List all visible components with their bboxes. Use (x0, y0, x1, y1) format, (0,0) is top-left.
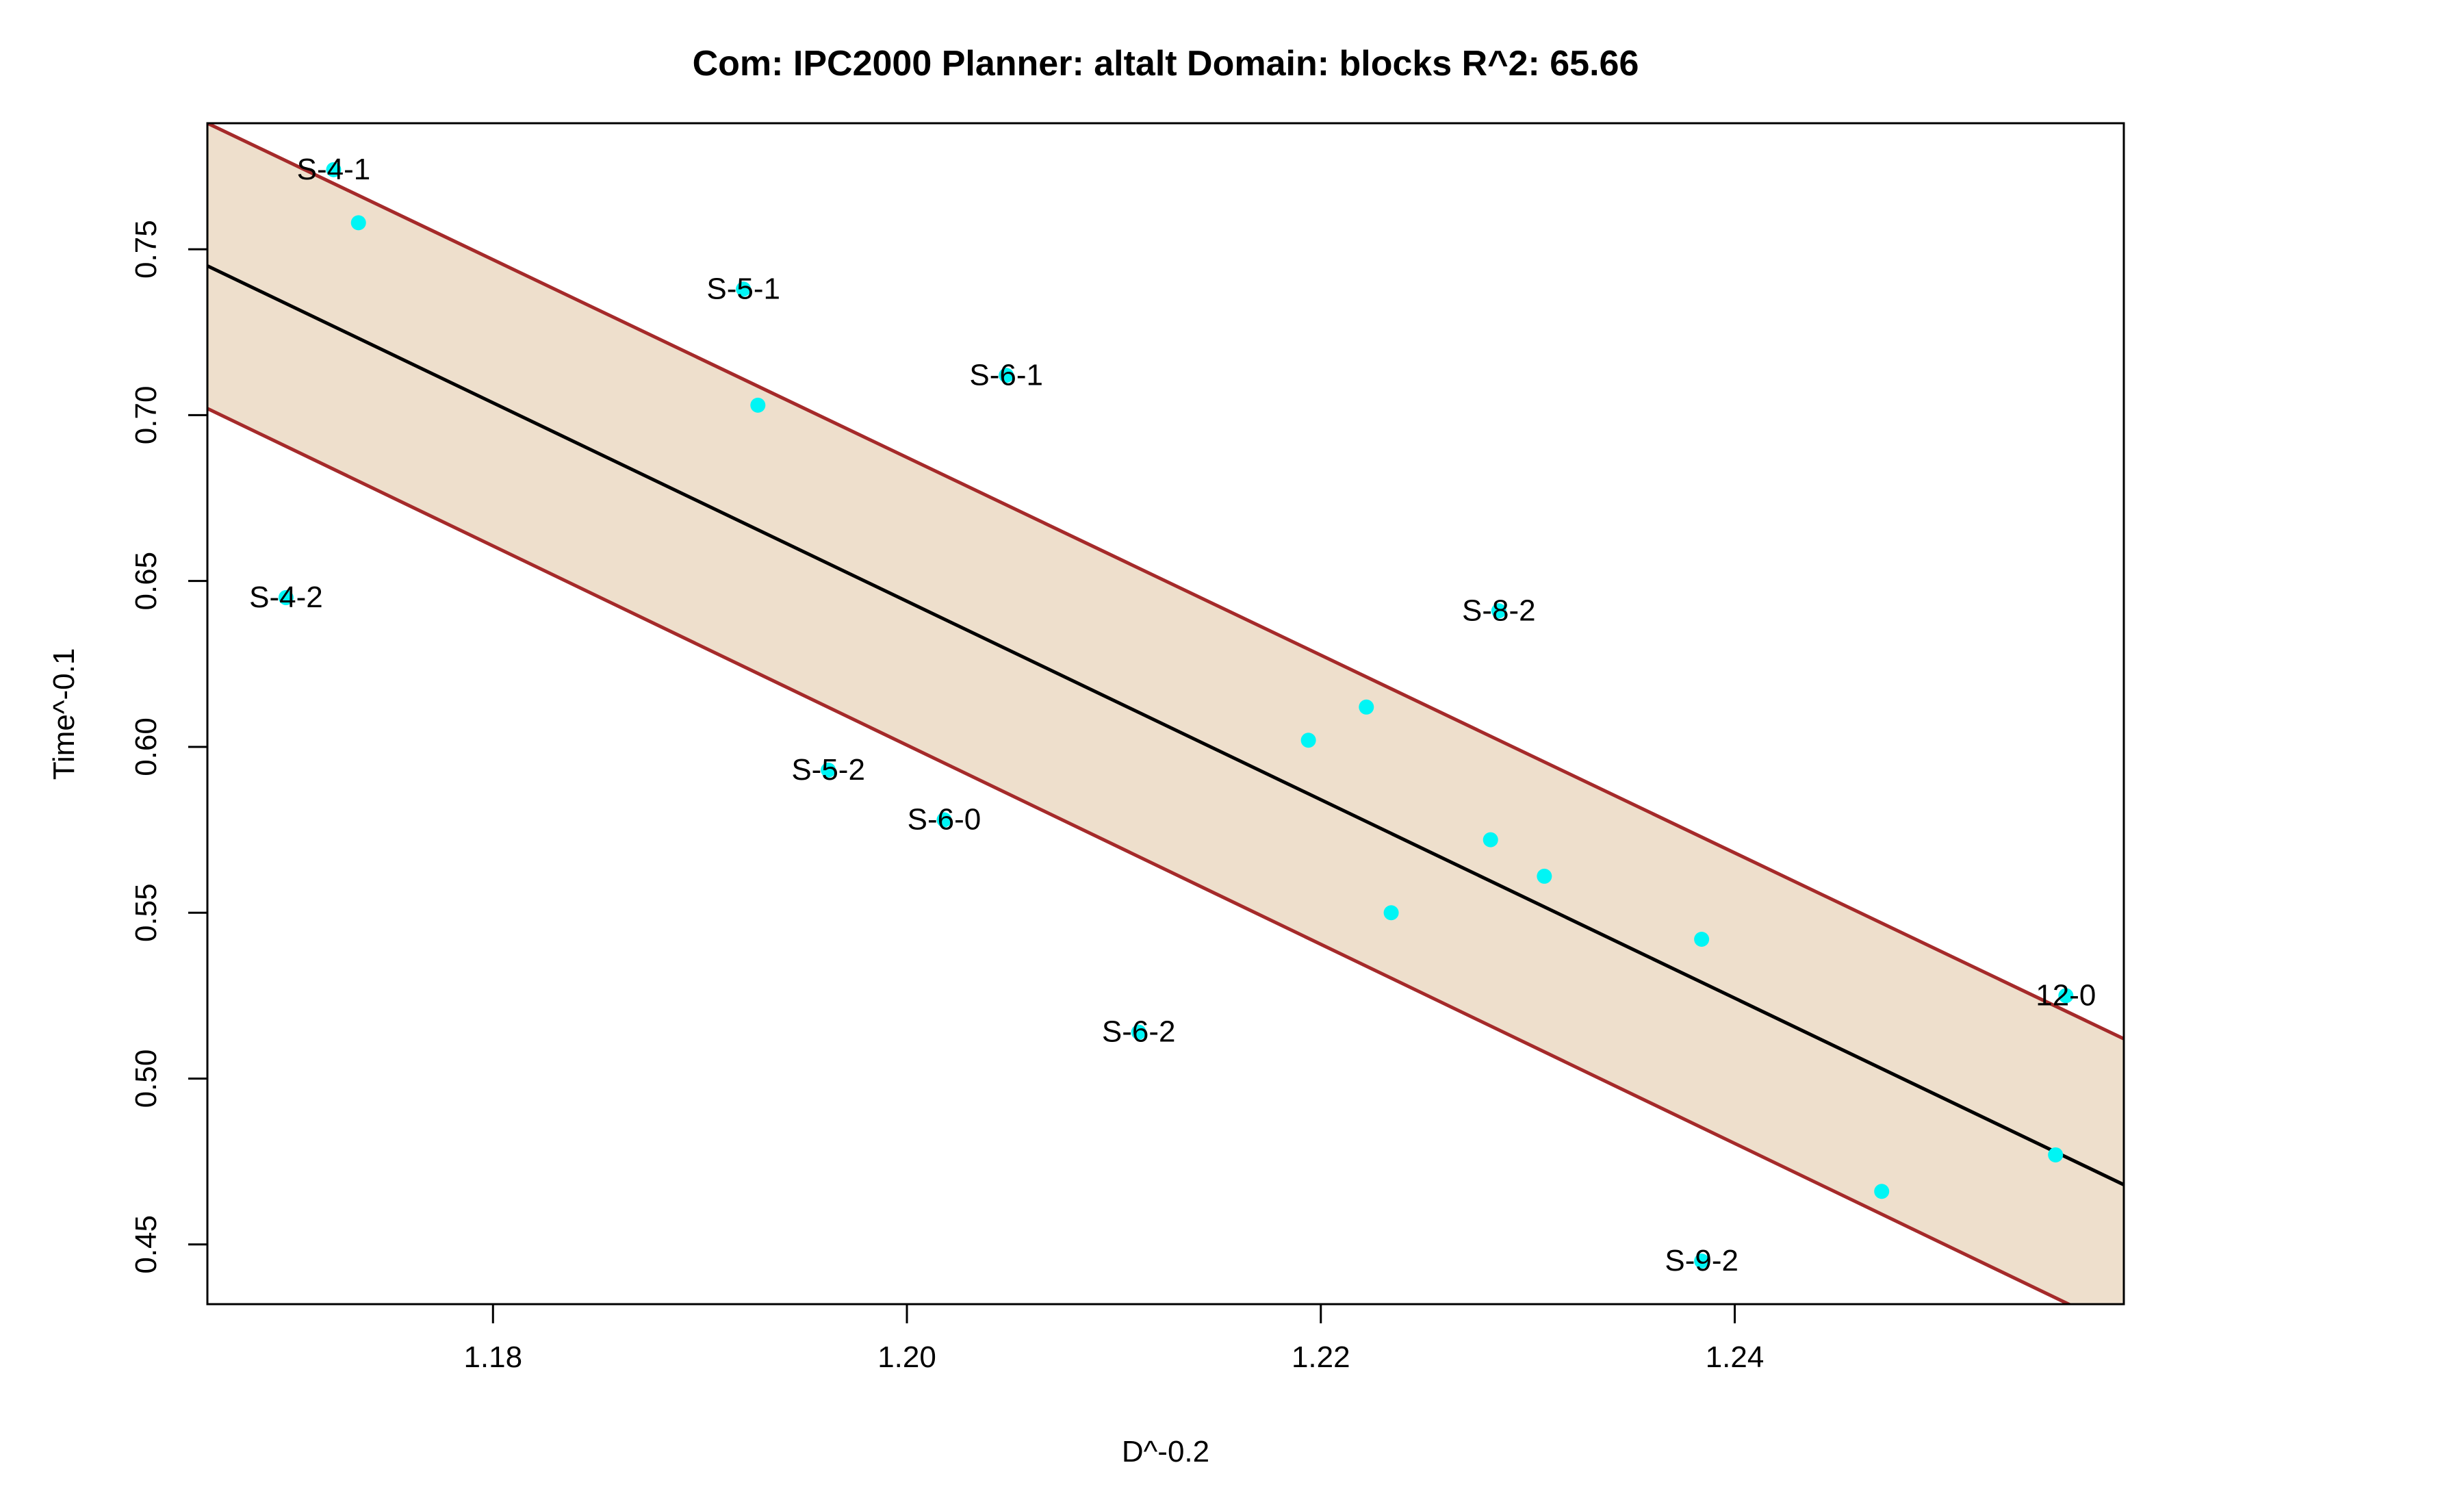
data-point (350, 215, 366, 231)
y-tick-label: 0.60 (129, 717, 163, 776)
data-point (1694, 931, 1710, 947)
y-tick-label: 0.65 (129, 552, 163, 611)
plot-frame (206, 122, 2125, 1306)
point-label: S-6-0 (908, 803, 981, 837)
data-point (2048, 1147, 2064, 1162)
data-point (736, 281, 752, 297)
data-point (278, 589, 294, 605)
x-tick-label: 1.18 (463, 1340, 522, 1374)
data-point (2058, 988, 2074, 1004)
data-point (1131, 1024, 1146, 1040)
data-point (936, 812, 952, 828)
points-layer (278, 162, 2074, 1269)
data-point (1483, 832, 1498, 848)
data-point (1874, 1184, 1890, 1199)
chart-title: Com: IPC2000 Planner: altalt Domain: blo… (693, 44, 1639, 84)
x-tick-label: 1.22 (1292, 1340, 1350, 1374)
data-point (1383, 905, 1399, 921)
y-axis-label: Time^-0.1 (47, 648, 81, 780)
x-tick-label: 1.20 (877, 1340, 936, 1374)
data-point (750, 397, 766, 413)
point-label: S-4-1 (297, 153, 371, 186)
band-lower-line (207, 407, 2073, 1304)
y-tick-label: 0.55 (129, 883, 163, 942)
y-tick-label: 0.70 (129, 386, 163, 445)
point-label: S-4-2 (249, 581, 323, 614)
band-upper-line (207, 123, 2124, 1041)
y-tick-label: 0.50 (129, 1049, 163, 1108)
y-axis: 0.45 0.50 0.55 0.60 0.65 0.70 0.75 (129, 220, 207, 1274)
data-point (1491, 603, 1506, 619)
x-axis: 1.18 1.20 1.22 1.24 (463, 1304, 1764, 1374)
point-label: S-9-2 (1665, 1244, 1738, 1277)
data-point (999, 368, 1014, 383)
regression-line (207, 264, 2124, 1186)
data-point (1694, 1253, 1710, 1269)
plot-area: S-4-1 S-5-1 S-6-1 S-4-2 S-5-2 S-6-0 S-6-2 S-8-2… (207, 123, 2124, 1304)
data-point (1359, 699, 1374, 715)
y-tick-label: 0.45 (129, 1215, 163, 1274)
point-label: S-6-2 (1102, 1015, 1176, 1049)
data-point (1537, 868, 1552, 884)
data-point (821, 762, 836, 778)
data-point (1300, 733, 1316, 748)
point-label: S-5-1 (706, 272, 780, 305)
point-label: 12-0 (2036, 978, 2096, 1012)
data-point (326, 162, 342, 177)
point-label: S-6-1 (969, 358, 1043, 392)
x-tick-label: 1.24 (1706, 1340, 1764, 1374)
confidence-band (207, 123, 2124, 1304)
x-axis-label: D^-0.2 (1122, 1435, 1209, 1468)
point-labels-layer: S-4-1 S-5-1 S-6-1 S-4-2 S-5-2 S-6-0 S-6-2 S-8-2… (249, 153, 2096, 1277)
point-label: S-5-2 (791, 753, 865, 787)
y-tick-label: 0.75 (129, 220, 163, 279)
point-label: S-8-2 (1462, 594, 1536, 627)
